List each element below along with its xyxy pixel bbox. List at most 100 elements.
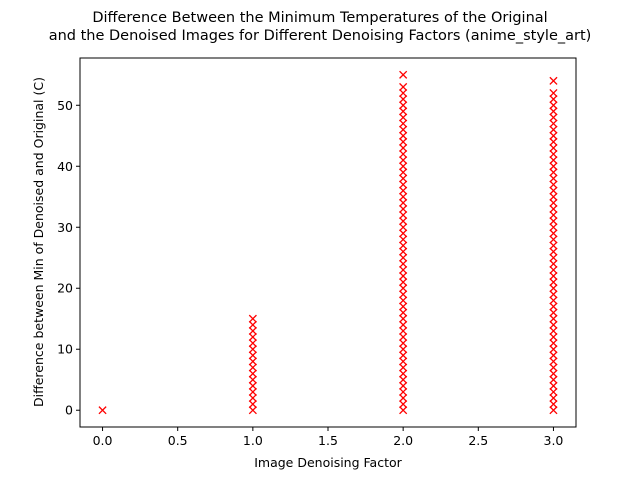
data-point-marker <box>399 107 408 116</box>
plot-area-frame <box>79 57 577 428</box>
y-tick-label: 50 <box>57 98 73 113</box>
data-point-marker <box>399 137 408 146</box>
data-point-marker <box>399 204 408 214</box>
x-tick-label: 2.0 <box>393 433 413 448</box>
data-point-marker <box>399 174 408 183</box>
data-point-marker <box>549 180 558 189</box>
data-point-marker <box>399 400 408 409</box>
data-point-marker <box>549 320 558 329</box>
data-point-marker <box>549 290 558 299</box>
data-point-marker <box>399 290 408 299</box>
x-tick-label: 3.0 <box>544 433 564 448</box>
data-point-marker <box>248 375 257 384</box>
data-point-marker <box>399 162 408 171</box>
data-point-marker <box>399 192 408 201</box>
data-point-marker <box>549 89 558 98</box>
data-point-marker <box>399 339 408 348</box>
data-point-marker <box>399 406 408 415</box>
data-point-marker <box>549 308 558 317</box>
data-point-marker <box>399 241 408 250</box>
data-point-marker <box>549 296 558 305</box>
data-point-marker <box>549 271 558 281</box>
data-point-marker <box>399 150 408 159</box>
y-tick-label: 10 <box>57 342 73 357</box>
data-point-marker <box>98 406 107 415</box>
data-point-marker <box>248 351 257 360</box>
data-point-marker <box>399 357 408 366</box>
chart-title-line-2: and the Denoised Images for Different De… <box>49 28 592 44</box>
data-point-marker <box>399 351 408 360</box>
data-point-marker <box>549 247 558 256</box>
x-tick-label: 1.5 <box>318 433 338 448</box>
data-point-marker <box>549 107 558 116</box>
data-point-marker <box>399 247 408 256</box>
data-point-marker <box>399 314 408 323</box>
data-point-marker <box>549 137 558 146</box>
data-point-marker <box>399 381 408 390</box>
data-point-marker <box>549 381 558 390</box>
data-point-marker <box>399 308 408 317</box>
data-point-marker <box>399 326 408 335</box>
data-point-marker <box>399 253 408 262</box>
data-point-marker <box>549 131 558 140</box>
chart-title-line-1: Difference Between the Minimum Temperatu… <box>92 10 547 26</box>
data-point-marker <box>248 363 257 372</box>
data-point-marker <box>549 265 558 275</box>
data-point-marker <box>549 95 558 104</box>
data-point-marker <box>549 174 558 183</box>
data-point-marker <box>549 363 558 372</box>
data-point-marker <box>399 210 408 220</box>
data-point-marker <box>399 89 408 98</box>
data-point-marker <box>248 320 257 329</box>
data-point-marker <box>399 82 408 92</box>
data-point-marker <box>549 375 558 384</box>
data-point-marker <box>399 186 408 195</box>
data-point-marker <box>399 125 408 134</box>
data-point-marker <box>549 119 558 128</box>
data-point-marker <box>549 229 558 238</box>
data-point-marker <box>549 302 558 311</box>
data-point-marker <box>549 387 558 396</box>
data-point-marker <box>248 314 257 323</box>
x-tick-label: 0.5 <box>168 433 188 448</box>
axis-ticks: 0.0 0.5 1.0 1.5 2.0 2.5 3.0 0 10 20 30 40 50 <box>57 98 563 448</box>
x-axis-label: Image Denoising Factor <box>254 455 402 470</box>
data-point-marker <box>399 375 408 384</box>
data-point-marker <box>549 198 558 207</box>
data-point-marker <box>248 387 257 396</box>
data-point-marker <box>549 217 558 226</box>
y-axis-label: Difference between Min of Denoised and O… <box>31 77 46 407</box>
data-point-marker <box>549 357 558 366</box>
data-point-marker <box>549 125 558 134</box>
data-point-marker <box>549 241 558 250</box>
data-point-marker <box>248 326 257 335</box>
data-point-marker <box>399 101 408 110</box>
data-point-marker <box>399 320 408 329</box>
data-point-marker <box>549 235 558 244</box>
data-point-marker <box>399 393 408 403</box>
data-point-marker <box>399 387 408 396</box>
data-point-marker <box>399 235 408 244</box>
data-point-marker <box>399 113 408 122</box>
data-point-marker <box>549 259 558 268</box>
data-point-marker <box>549 156 558 165</box>
data-point-marker <box>248 381 257 390</box>
data-point-marker <box>399 284 408 293</box>
data-point-marker <box>399 363 408 372</box>
data-point-marker <box>248 345 257 354</box>
data-point-marker <box>549 400 558 409</box>
data-point-marker <box>549 339 558 348</box>
data-point-marker <box>248 400 257 409</box>
data-point-marker <box>549 143 558 153</box>
data-point-marker <box>399 95 408 104</box>
y-tick-label: 40 <box>57 159 73 174</box>
data-point-marker <box>549 204 558 214</box>
y-tick-label: 30 <box>57 220 73 235</box>
data-point-marker <box>549 186 558 195</box>
data-point-marker <box>549 101 558 110</box>
data-point-marker <box>399 131 408 140</box>
data-point-marker <box>399 278 408 287</box>
data-point-marker <box>549 192 558 201</box>
data-point-marker <box>399 198 408 207</box>
data-point-marker <box>399 70 408 79</box>
